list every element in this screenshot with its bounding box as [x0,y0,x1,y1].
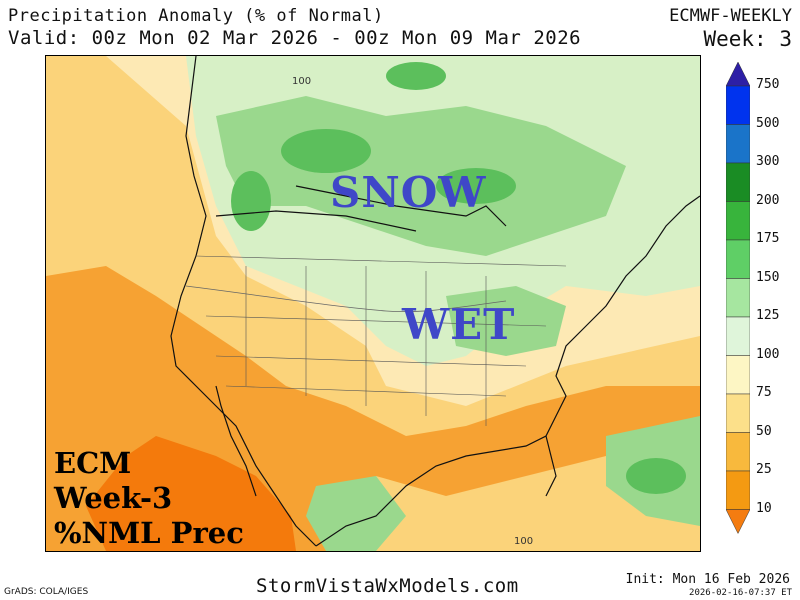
wet-dark-area-4 [386,62,446,90]
colorbar-label: 300 [756,154,780,169]
wet-dark-area-3 [231,171,271,231]
site-url: StormVistaWxModels.com [256,575,519,597]
dry-dark-area [86,436,296,551]
caption-line-1: ECM [54,446,132,480]
colorbar-label: 50 [756,423,772,439]
colorbar-label: 75 [756,385,772,400]
coastlines [170,56,700,547]
caption-line-2: Week-3 [54,481,173,515]
colorbar-segment [726,278,750,318]
colorbar-label: 10 [756,500,772,516]
snow-label: SNOW [330,168,487,217]
colorbar-label: 200 [756,192,780,208]
colorbar-label: 500 [756,115,780,131]
colorbar-segment [726,85,750,125]
colorbar-segment [726,201,750,241]
colorbar [726,62,750,535]
wet-dark-area-2 [436,168,516,204]
map-title: Precipitation Anomaly (% of Normal) [8,6,384,26]
colorbar-segment [726,470,750,510]
contour-line-100 [185,285,507,313]
colorbar-segment [726,355,750,395]
colorbar-segment [726,124,750,164]
model-name: ECMWF-WEEKLY [669,6,792,26]
caption-line-3: %NML Prec [54,516,244,550]
colorbar-segment [726,393,750,433]
colorbar-label: 25 [756,462,772,477]
wet-central-america-area [306,476,406,551]
map-canvas [46,56,700,551]
init-time: Init: Mon 16 Feb 2026 [625,572,790,587]
contour-label-2: 100 [514,536,534,547]
colorbar-label: 100 [756,346,780,362]
valid-period: Valid: 00z Mon 02 Mar 2026 - 00z Mon 09 … [8,27,582,49]
timestamp: 2026-02-16-07:37 ET [689,588,792,598]
colorbar-label: 750 [756,77,780,92]
contour-label-1: 100 [292,76,312,87]
colorbar-label: 125 [756,308,780,323]
precip-anomaly-map [45,55,701,552]
colorbar-segment [726,316,750,356]
wet-dark-area-1 [281,129,371,173]
grads-credit: GrADS: COLA/IGES [4,587,89,597]
colorbar-segment [726,162,750,202]
colorbar-segment [726,432,750,472]
state-borders [195,255,567,426]
colorbar-label: 150 [756,269,780,285]
colorbar-bottom-arrow [726,509,750,535]
colorbar-segment [726,239,750,279]
wet-label: WET [402,300,516,349]
wet-caribbean-core [626,458,686,494]
colorbar-top-arrow [726,62,750,87]
colorbar-label: 175 [756,231,780,246]
wet-ohio-area [446,286,566,356]
week-label: Week: 3 [703,27,792,51]
